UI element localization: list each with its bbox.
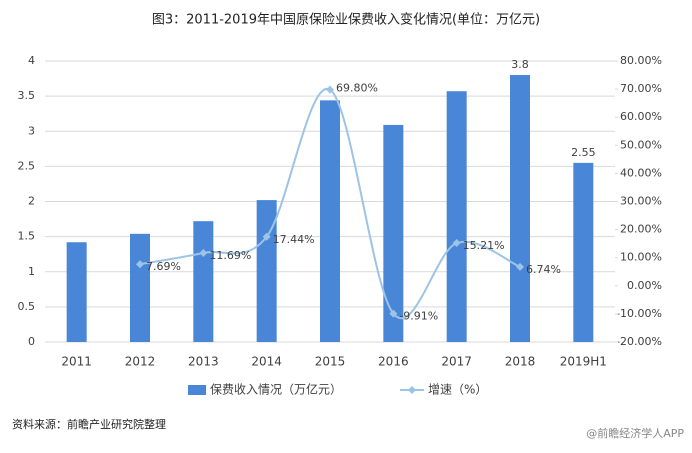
legend-swatch bbox=[408, 386, 416, 394]
y-tick-label: 0.5 bbox=[18, 300, 36, 313]
y2-tick-label: 80.00% bbox=[620, 54, 662, 67]
bar bbox=[193, 221, 214, 342]
bar bbox=[573, 162, 594, 342]
y2-tick-label: 0.00% bbox=[627, 279, 662, 292]
line-label: 15.21% bbox=[463, 239, 505, 252]
line-label: 6.74% bbox=[526, 263, 561, 276]
y2-tick-label: -20.00% bbox=[616, 335, 662, 348]
y-tick-label: 1 bbox=[28, 265, 35, 278]
y2-tick-label: 20.00% bbox=[620, 223, 662, 236]
line-marker bbox=[262, 232, 271, 241]
bar bbox=[320, 100, 340, 342]
y-tick-label: 0 bbox=[28, 335, 35, 348]
y-tick-label: 2 bbox=[28, 195, 35, 208]
legend-label: 保费收入情况（万亿元） bbox=[210, 382, 342, 397]
x-tick-label: 2015 bbox=[315, 355, 346, 369]
bar bbox=[130, 233, 150, 342]
line-label: -9.91% bbox=[399, 310, 438, 323]
line-label: 17.44% bbox=[273, 233, 315, 246]
x-tick-label: 2013 bbox=[188, 355, 219, 369]
bar bbox=[446, 91, 467, 343]
y2-tick-label: 50.00% bbox=[620, 138, 662, 151]
line-label: 7.69% bbox=[146, 260, 181, 273]
bar-label: 2.55 bbox=[571, 146, 596, 159]
x-tick-label: 2019H1 bbox=[560, 355, 607, 369]
bar bbox=[256, 200, 277, 342]
y2-tick-label: -10.00% bbox=[616, 307, 662, 320]
y2-tick-label: 70.00% bbox=[620, 82, 662, 95]
x-tick-label: 2016 bbox=[378, 355, 409, 369]
y2-tick-label: 30.00% bbox=[620, 195, 662, 208]
legend-swatch bbox=[188, 385, 206, 395]
y2-tick-label: 10.00% bbox=[620, 251, 662, 264]
line-marker bbox=[516, 262, 524, 271]
x-tick-label: 2017 bbox=[441, 355, 472, 369]
y2-tick-label: 60.00% bbox=[620, 110, 662, 123]
y-tick-label: 3 bbox=[28, 124, 35, 137]
y-tick-label: 4 bbox=[28, 54, 35, 67]
watermark: @前瞻经济学人APP bbox=[586, 426, 684, 440]
line-marker bbox=[136, 260, 144, 269]
bar bbox=[66, 242, 87, 342]
x-tick-label: 2014 bbox=[251, 355, 282, 369]
bar bbox=[510, 75, 530, 343]
growth-line bbox=[139, 88, 521, 320]
line-marker bbox=[389, 309, 398, 318]
y2-tick-label: 40.00% bbox=[620, 166, 662, 179]
line-marker bbox=[452, 239, 461, 248]
bar-label: 3.8 bbox=[511, 58, 529, 71]
x-tick-label: 2012 bbox=[125, 355, 156, 369]
x-tick-label: 2018 bbox=[505, 355, 536, 369]
source: 资料来源：前瞻产业研究院整理 bbox=[12, 417, 166, 431]
line-label: 11.69% bbox=[209, 249, 251, 262]
y-tick-label: 2.5 bbox=[18, 159, 36, 172]
bar bbox=[383, 124, 404, 343]
line-marker bbox=[199, 248, 208, 257]
x-tick-label: 2011 bbox=[61, 355, 92, 369]
legend-label: 增速（%） bbox=[428, 383, 487, 397]
y-tick-label: 3.5 bbox=[18, 89, 36, 102]
line-marker bbox=[326, 85, 334, 94]
y-tick-label: 1.5 bbox=[18, 230, 36, 243]
line-label: 69.80% bbox=[336, 82, 378, 95]
chart-title: 图3：2011-2019年中国原保险业保费收入变化情况(单位：万亿元) bbox=[152, 12, 540, 28]
